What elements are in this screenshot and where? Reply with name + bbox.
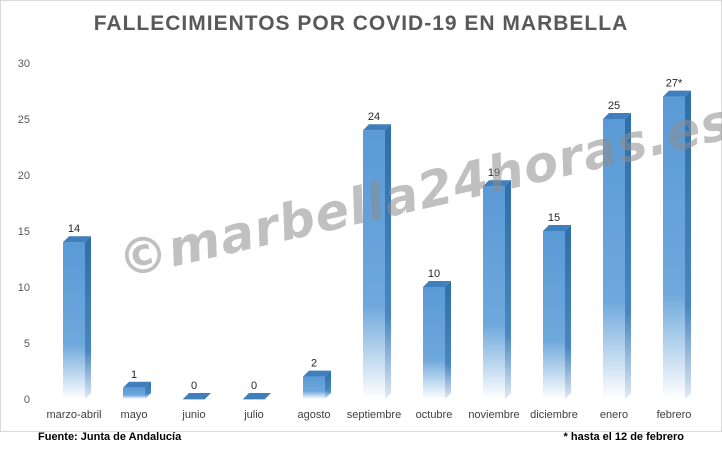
y-tick-label: 5 <box>24 338 30 350</box>
bar-side <box>565 225 571 399</box>
x-tick-label: diciembre <box>530 409 578 421</box>
data-label: 27* <box>666 78 683 90</box>
bar-side <box>505 180 511 399</box>
bar-top <box>423 281 451 287</box>
bar-agosto <box>303 370 331 399</box>
bar-top <box>603 113 631 119</box>
data-label: 14 <box>68 223 80 235</box>
bar-front <box>303 376 325 399</box>
data-label: 24 <box>368 111 380 123</box>
bar-side <box>445 281 451 399</box>
y-tick-label: 20 <box>18 170 30 182</box>
y-tick-label: 0 <box>24 394 30 406</box>
x-tick-label: febrero <box>657 409 692 421</box>
bar-junio <box>183 393 211 400</box>
x-tick-label: enero <box>600 409 628 421</box>
bar-top <box>363 124 391 131</box>
bar-front <box>183 399 205 400</box>
footnote: * hasta el 12 de febrero <box>563 431 684 443</box>
chart-title: FALLECIMIENTOS POR COVID-19 EN MARBELLA <box>93 12 629 35</box>
bar-marzo-abril <box>63 236 91 399</box>
bar-noviembre <box>483 180 511 399</box>
x-tick-label: noviembre <box>468 409 519 421</box>
bar-front <box>603 119 625 399</box>
chart-frame <box>0 0 722 432</box>
bar-front <box>63 242 85 399</box>
bar-top <box>483 180 511 187</box>
bar-septiembre <box>363 124 391 399</box>
bar-top <box>663 90 691 97</box>
data-label: 10 <box>428 268 440 280</box>
bar-front <box>483 186 505 399</box>
bar-front <box>243 399 265 400</box>
bar-febrero <box>663 90 691 399</box>
bar-side <box>625 113 631 399</box>
data-label: 0 <box>191 380 197 392</box>
data-label: 1 <box>131 369 137 381</box>
bar-top <box>183 393 211 399</box>
y-tick-label: 15 <box>18 226 30 238</box>
x-tick-label: julio <box>243 409 264 421</box>
bar-front <box>663 96 685 399</box>
bar-top <box>123 381 151 388</box>
bar-octubre <box>423 281 451 399</box>
bar-side <box>685 90 691 399</box>
x-tick-label: mayo <box>121 409 148 421</box>
bar-front <box>543 231 565 399</box>
bar-side <box>325 370 331 399</box>
bar-enero <box>603 113 631 399</box>
bar-front <box>363 130 385 399</box>
y-tick-label: 10 <box>18 282 30 294</box>
y-tick-label: 25 <box>18 114 30 126</box>
bar-front <box>123 387 145 399</box>
x-tick-label: marzo-abril <box>46 409 101 421</box>
y-tick-label: 30 <box>18 58 30 70</box>
bar-side <box>85 236 91 399</box>
bar-top <box>303 370 331 377</box>
data-label: 2 <box>311 358 317 370</box>
bar-diciembre <box>543 225 571 399</box>
bar-mayo <box>123 381 151 399</box>
x-tick-label: agosto <box>297 409 330 421</box>
data-label: 25 <box>608 100 620 112</box>
x-tick-label: septiembre <box>347 409 401 421</box>
data-label: 0 <box>251 380 257 392</box>
source-note: Fuente: Junta de Andalucía <box>38 431 182 443</box>
bar-julio <box>243 393 271 400</box>
data-label: 19 <box>488 167 500 179</box>
bar-top <box>543 225 571 231</box>
bar-top <box>243 393 271 399</box>
bar-chart: 0 5 10 15 20 25 30 14 marzo-abril 1 mayo 0 junio 0 jul… <box>18 58 692 421</box>
bar-top <box>63 236 91 243</box>
x-tick-label: junio <box>181 409 205 421</box>
bar-side <box>145 381 151 399</box>
bar-front <box>423 287 445 399</box>
bar-side <box>385 124 391 399</box>
x-tick-label: octubre <box>416 409 453 421</box>
data-label: 15 <box>548 212 560 224</box>
